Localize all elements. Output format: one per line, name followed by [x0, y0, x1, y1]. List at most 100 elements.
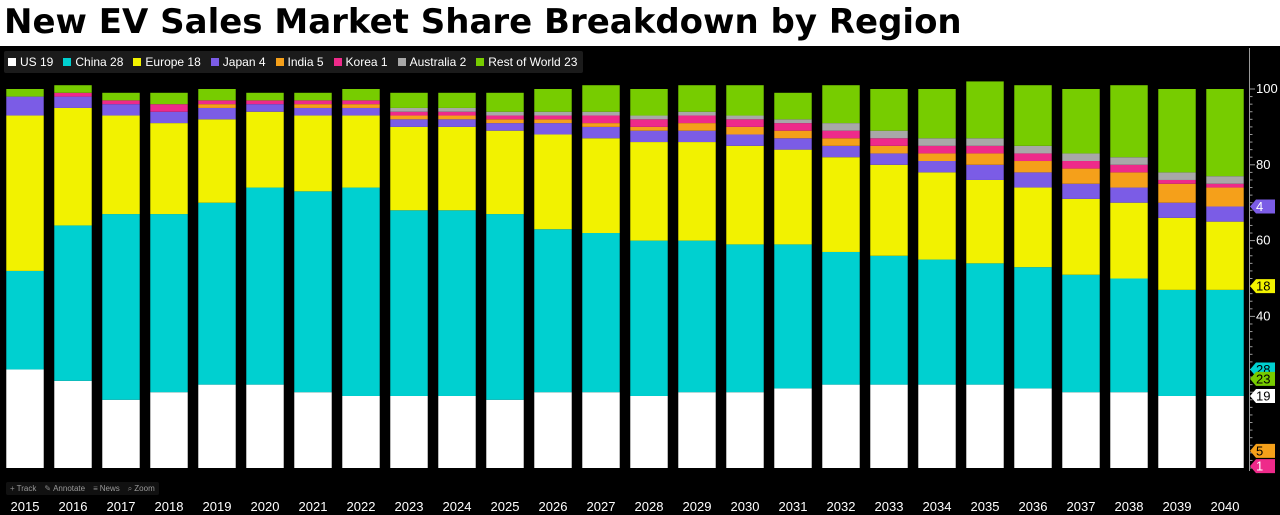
chart-title: New EV Sales Market Share Breakdown by R… [4, 2, 962, 42]
bar-segment [294, 115, 332, 192]
bar-segment [1158, 395, 1196, 468]
value-tag-shape [1250, 443, 1275, 458]
legend-swatch [275, 58, 284, 66]
bar-segment [870, 164, 908, 256]
news-icon: ≡ [93, 484, 98, 493]
bar-segment [390, 111, 428, 116]
bar-segment [486, 399, 524, 468]
bar-segment [294, 107, 332, 116]
bar-segment [438, 92, 476, 108]
bar-segment [678, 130, 716, 143]
bar-segment [630, 142, 668, 241]
bar-segment [726, 392, 764, 468]
legend-label: Rest of World 23 [488, 55, 578, 69]
toolbar-news-button[interactable]: ≡ News [93, 484, 120, 493]
bar-segment [678, 142, 716, 241]
toolbar-label: Annotate [53, 484, 86, 493]
legend-item[interactable]: Australia 2 [397, 55, 466, 69]
legend-item[interactable]: Korea 1 [333, 55, 388, 69]
y-tick-label: 40 [1256, 308, 1270, 323]
bar-segment [1158, 202, 1196, 218]
x-tick-label: 2036 [1019, 499, 1048, 514]
bar-segment [342, 395, 380, 468]
x-tick-label: 2038 [1115, 499, 1144, 514]
bar-segment [582, 123, 620, 127]
bar-segment [534, 115, 572, 120]
bar-segment [246, 384, 284, 468]
bar-segment [150, 392, 188, 468]
bar-segment [486, 119, 524, 124]
bar-segment [870, 255, 908, 385]
bar-segment [678, 123, 716, 131]
bar-segment [870, 153, 908, 165]
legend-item[interactable]: Europe 18 [133, 55, 201, 69]
bar-segment [630, 115, 668, 120]
bar-segment [438, 119, 476, 127]
x-tick-label: 2026 [539, 499, 568, 514]
bar-segment [1206, 395, 1244, 468]
toolbar-label: News [99, 484, 120, 493]
bar-segment [582, 126, 620, 139]
bar-segment [438, 111, 476, 116]
toolbar-annotate-button[interactable]: ✎ Annotate [44, 484, 85, 493]
bar-segment [390, 395, 428, 468]
bar-segment [6, 96, 44, 116]
bar-segment [1014, 172, 1052, 188]
bar-segment [726, 115, 764, 120]
toolbar-zoom-button[interactable]: ⌕ Zoom [128, 484, 155, 494]
bar-segment [1014, 388, 1052, 468]
bar-segment [1206, 89, 1244, 177]
value-tag-label: 4 [1256, 199, 1263, 214]
bar-segment [54, 107, 92, 226]
legend-item[interactable]: Rest of World 23 [476, 55, 577, 69]
bar-segment [918, 259, 956, 385]
value-tag-label: 5 [1256, 443, 1263, 458]
bar-segment [1014, 145, 1052, 154]
bar-segment [582, 111, 620, 116]
bar-segment [1158, 172, 1196, 180]
x-tick-label: 2018 [155, 499, 184, 514]
bar-segment [774, 92, 812, 120]
x-tick-label: 2024 [443, 499, 472, 514]
x-tick-label: 2031 [779, 499, 808, 514]
bar-segment [678, 240, 716, 393]
bar-segment [774, 119, 812, 124]
toolbar-track-button[interactable]: + Track [10, 484, 36, 493]
bar-segment [582, 392, 620, 468]
legend-item[interactable]: India 5 [275, 55, 324, 69]
bar-segment [342, 187, 380, 396]
bar-segment [342, 107, 380, 116]
bar-segment [102, 214, 140, 400]
bar-segment [390, 126, 428, 211]
bar-segment [246, 111, 284, 188]
bar-segment [966, 153, 1004, 165]
bar-segment [6, 89, 44, 97]
x-tick-label: 2029 [683, 499, 712, 514]
bar-segment [198, 202, 236, 385]
bar-segment [198, 104, 236, 108]
legend-item[interactable]: China 28 [63, 55, 123, 69]
title-bar: New EV Sales Market Share Breakdown by R… [0, 0, 1280, 46]
bar-segment [870, 384, 908, 468]
legend-swatch [133, 58, 142, 66]
bar-segment [486, 115, 524, 120]
legend-item[interactable]: US 19 [8, 55, 53, 69]
x-tick-label: 2039 [1163, 499, 1192, 514]
bar-segment [294, 104, 332, 108]
legend-item[interactable]: Japan 4 [210, 55, 266, 69]
bar-segment [726, 134, 764, 146]
value-tag-shape [1250, 389, 1275, 403]
bar-segment [534, 392, 572, 468]
bar-segment [150, 214, 188, 393]
bar-segment [534, 89, 572, 112]
bar-segment [774, 244, 812, 389]
chart-legend: US 19 China 28 Europe 18 Japan 4 India 5 Kore… [4, 51, 584, 73]
bar-segment [6, 115, 44, 271]
bar-segment [198, 89, 236, 101]
value-tag-label: 19 [1256, 389, 1270, 404]
legend-label: India 5 [287, 55, 324, 69]
bar-segment [1014, 161, 1052, 173]
x-tick-label: 2015 [11, 499, 40, 514]
legend-label: China 28 [75, 55, 124, 69]
bar-segment [870, 138, 908, 146]
